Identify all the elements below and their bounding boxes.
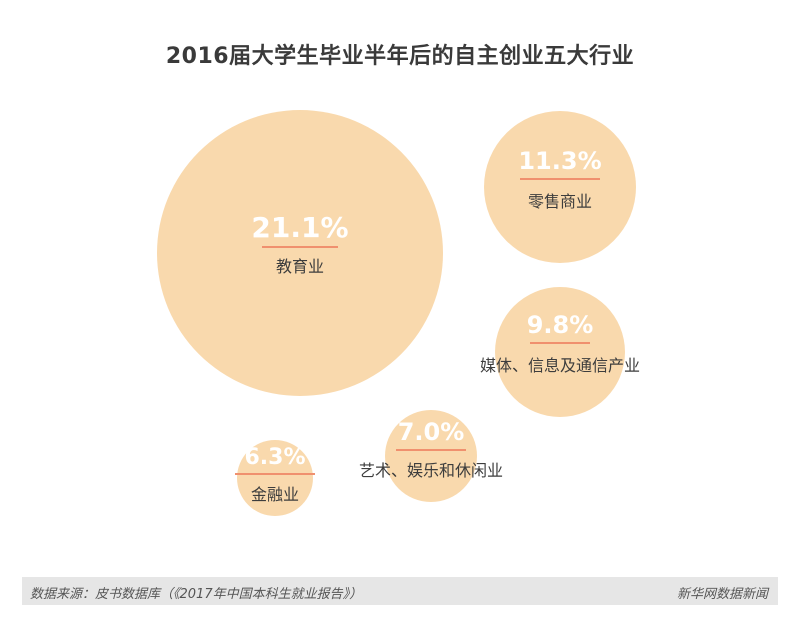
bubble-value-1: 21.1% <box>251 211 348 244</box>
bubble-label-2: 零售商业 <box>528 192 592 211</box>
bubble-1 <box>157 110 443 396</box>
bubble-5 <box>237 440 313 516</box>
brand-text: 新华网数据新闻 <box>676 587 768 602</box>
bubble-value-3: 9.8% <box>527 311 594 339</box>
bubble-value-5: 6.3% <box>244 445 305 470</box>
bubble-label-4: 艺术、娱乐和休闲业 <box>359 461 503 480</box>
source-bar: 数据来源：皮书数据库（《2017年中国本科生就业报告》） 新华网数据新闻 <box>22 577 778 605</box>
chart-title: 2016届大学生毕业半年后的自主创业五大行业 <box>165 44 635 69</box>
bubble-value-4: 7.0% <box>398 418 465 446</box>
bubble-3 <box>495 287 625 417</box>
bubble-label-3: 媒体、信息及通信产业 <box>480 356 640 375</box>
bubble-chart: 21.1% 教育业 11.3% 零售商业 9.8% 媒体、信息及通信产业 7.0% 艺术、娱乐… <box>157 110 640 516</box>
bubble-label-1: 教育业 <box>276 257 324 276</box>
bubble-2 <box>484 111 636 263</box>
bubble-4 <box>385 410 477 502</box>
bubble-value-2: 11.3% <box>518 147 601 175</box>
bubble-label-5: 金融业 <box>251 485 299 504</box>
source-text: 数据来源：皮书数据库（《2017年中国本科生就业报告》） <box>30 587 363 602</box>
